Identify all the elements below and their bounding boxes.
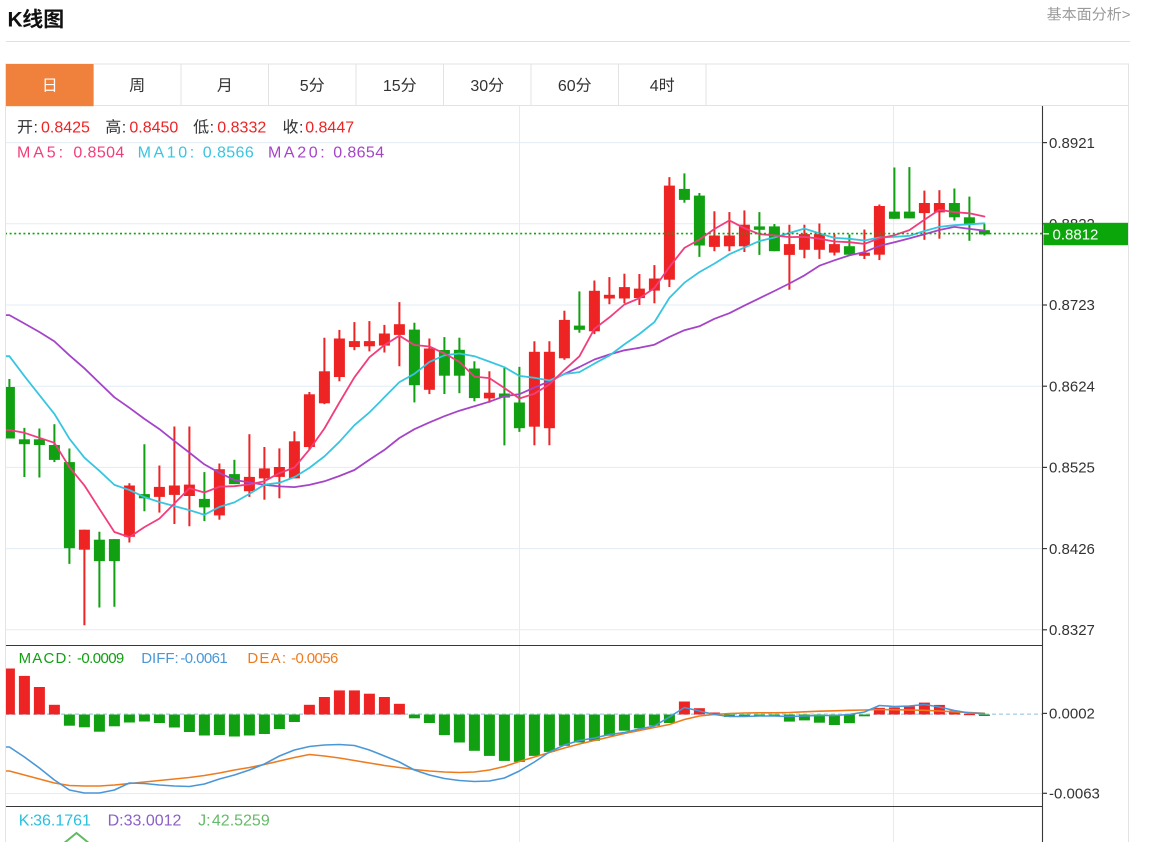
svg-text:0.8566: 0.8566 xyxy=(203,145,254,162)
svg-text:MACD:: MACD: xyxy=(19,650,73,667)
svg-text:MA10:: MA10: xyxy=(138,145,197,162)
svg-text:0.0002: 0.0002 xyxy=(1049,706,1095,723)
svg-text:0.8504: 0.8504 xyxy=(73,145,124,162)
svg-text:J:: J: xyxy=(198,813,210,830)
svg-text:0.8723: 0.8723 xyxy=(1049,297,1095,314)
svg-text::: : xyxy=(210,120,214,137)
svg-text:0.8447: 0.8447 xyxy=(305,120,354,137)
svg-text:MA5:: MA5: xyxy=(17,145,66,162)
svg-text:4: 4 xyxy=(650,78,659,95)
svg-text:MA20:: MA20: xyxy=(268,145,327,162)
svg-text:0.8921: 0.8921 xyxy=(1049,135,1095,152)
svg-text:0.8425: 0.8425 xyxy=(41,120,90,137)
svg-text:3: 3 xyxy=(470,78,479,95)
svg-text:0.8450: 0.8450 xyxy=(129,120,178,137)
svg-text:6: 6 xyxy=(558,78,567,95)
svg-text:K:: K: xyxy=(19,813,34,830)
svg-text:0.8332: 0.8332 xyxy=(217,120,266,137)
svg-text:0: 0 xyxy=(479,78,488,95)
svg-text:0.8654: 0.8654 xyxy=(333,145,384,162)
svg-text:42.5259: 42.5259 xyxy=(212,813,270,830)
svg-text:-0.0063: -0.0063 xyxy=(1049,786,1100,803)
svg-text::: : xyxy=(34,120,38,137)
svg-text:-0.0009: -0.0009 xyxy=(77,650,124,667)
svg-text:0.8525: 0.8525 xyxy=(1049,460,1095,477)
svg-text:0: 0 xyxy=(567,78,576,95)
svg-text:DEA:: DEA: xyxy=(247,650,287,667)
svg-text::: : xyxy=(122,120,126,137)
svg-text:-0.0061: -0.0061 xyxy=(180,650,227,667)
svg-text:DIFF:: DIFF: xyxy=(141,650,179,667)
svg-text:>: > xyxy=(1122,7,1131,24)
svg-text:36.1761: 36.1761 xyxy=(33,813,91,830)
svg-text:0.8624: 0.8624 xyxy=(1049,378,1095,395)
svg-text:D:: D: xyxy=(108,813,124,830)
svg-text:0.8426: 0.8426 xyxy=(1049,541,1095,558)
svg-text:0.8327: 0.8327 xyxy=(1049,622,1095,639)
svg-text:0.8812: 0.8812 xyxy=(1053,227,1099,244)
svg-text:5: 5 xyxy=(300,78,309,95)
svg-text:-0.0056: -0.0056 xyxy=(291,650,338,667)
svg-text:5: 5 xyxy=(392,78,401,95)
svg-text:33.0012: 33.0012 xyxy=(124,813,182,830)
svg-text::: : xyxy=(299,120,303,137)
svg-text:1: 1 xyxy=(383,78,392,95)
svg-text:K: K xyxy=(8,9,23,32)
